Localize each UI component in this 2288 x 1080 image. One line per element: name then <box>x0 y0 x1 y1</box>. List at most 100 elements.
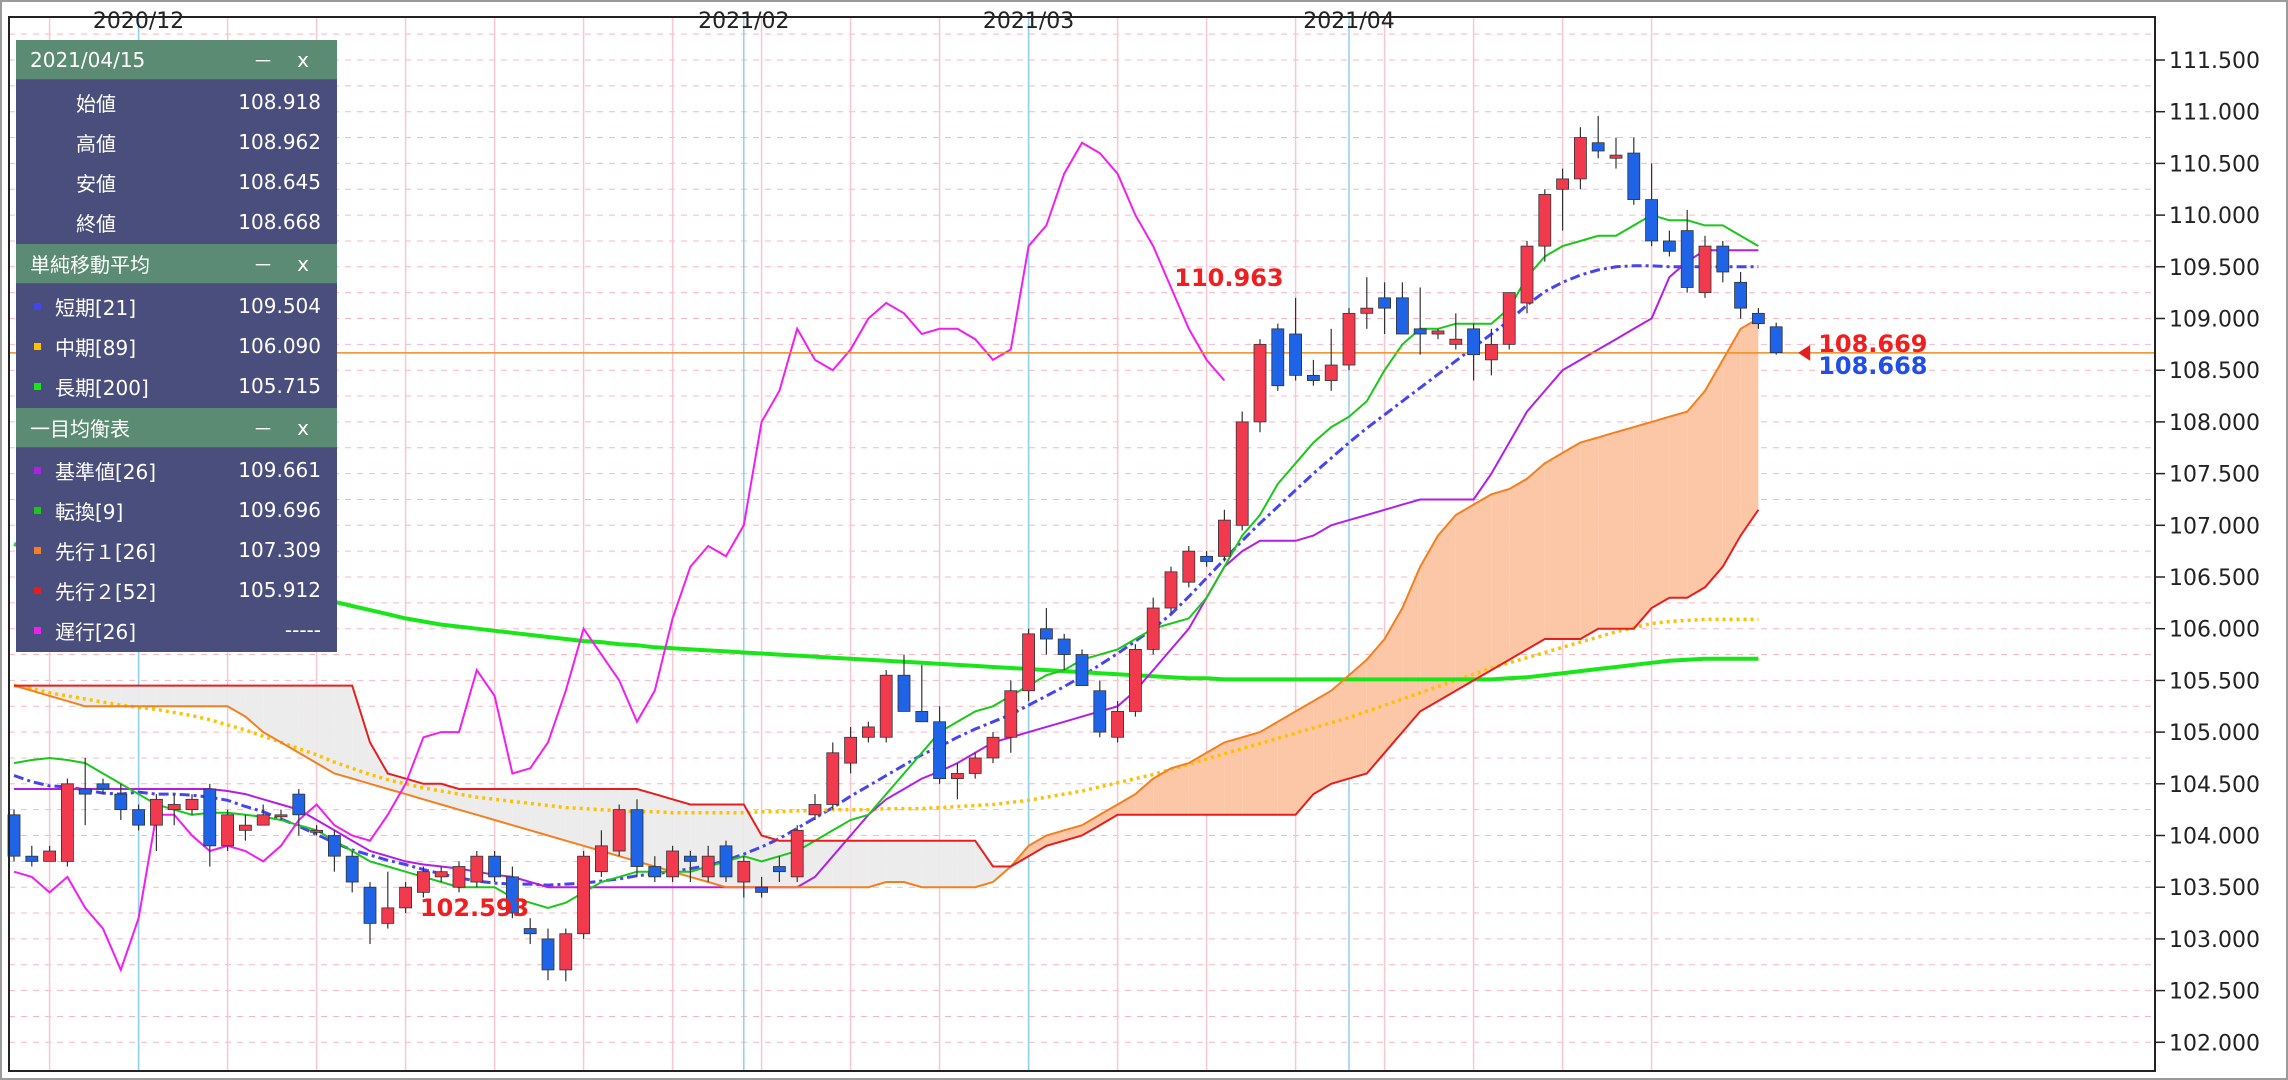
cloud-segment <box>1705 359 1723 588</box>
base-line-value: 109.661 <box>238 458 321 482</box>
cloud-segment <box>120 685 139 707</box>
candle-body <box>826 752 840 805</box>
cloud-segment <box>1687 390 1705 598</box>
candle-body <box>1431 330 1445 335</box>
candle-body <box>1663 240 1676 252</box>
candle-body <box>844 736 857 764</box>
candle-body <box>915 711 929 723</box>
cloud-segment <box>850 840 869 888</box>
plot-area-border <box>8 16 2156 1072</box>
mid-sma-value: 106.090 <box>238 334 321 358</box>
candle-body <box>968 757 982 774</box>
leading-span2-swatch <box>34 586 41 594</box>
ohlc-row-open: 始値 108.918 <box>16 82 337 122</box>
candle-body <box>1324 364 1338 381</box>
candle-body <box>61 783 74 862</box>
close-label: 終値 <box>76 211 116 236</box>
cloud-segment <box>1242 732 1260 815</box>
candle-body <box>773 866 786 873</box>
cloud-segment <box>476 788 495 820</box>
ohlc-minimize-button[interactable]: － <box>253 49 273 73</box>
ichimoku-minimize-button[interactable]: － <box>253 417 273 441</box>
cloud-segment <box>1224 737 1243 815</box>
ichimoku-row-span2: 先行２[52] 105.912 <box>16 570 337 610</box>
candle-body <box>1111 711 1124 738</box>
y-axis-label: 105.500 <box>2169 669 2260 694</box>
cloud-segment <box>227 685 246 717</box>
cloud-segment <box>904 840 922 888</box>
candle-body <box>185 798 199 811</box>
cloud-segment <box>1562 442 1581 640</box>
y-axis-label: 102.500 <box>2169 980 2260 1005</box>
y-axis-label: 103.500 <box>2169 876 2260 901</box>
y-axis-label: 111.000 <box>2169 101 2260 126</box>
cloud-segment <box>957 840 976 888</box>
cloud-segment <box>1509 478 1527 660</box>
cloud-segment <box>1349 659 1367 779</box>
cloud-segment <box>352 685 370 784</box>
y-axis-label: 104.000 <box>2169 825 2260 850</box>
ohlc-row-high: 高値 108.962 <box>16 122 337 162</box>
last-high-label: 108.669 <box>1818 330 1927 358</box>
ohlc-date: 2021/04/15 <box>30 47 146 72</box>
cloud-segment <box>1313 690 1332 795</box>
sma-minimize-button[interactable]: － <box>253 253 273 277</box>
ohlc-close-button[interactable]: x <box>297 47 309 72</box>
candle-body <box>595 845 608 873</box>
cloud-segment <box>138 685 157 707</box>
candle-body <box>1004 690 1018 738</box>
candle-body <box>1449 338 1463 345</box>
candle-body <box>345 855 359 883</box>
candle-body <box>292 793 306 816</box>
cloud-segment <box>975 840 993 888</box>
cloud-segment <box>565 788 584 846</box>
cloud-segment <box>1740 318 1759 536</box>
candle-body <box>737 860 751 883</box>
cloud-segment <box>939 840 958 888</box>
sma-close-button[interactable]: x <box>297 251 309 276</box>
candle-body <box>755 886 768 893</box>
cloud-segment <box>1188 752 1207 815</box>
ichimoku-close-button[interactable]: x <box>297 415 309 440</box>
candle-body <box>399 886 413 909</box>
lagging-span-swatch <box>34 626 41 634</box>
y-axis-label: 109.000 <box>2169 308 2260 333</box>
cloud-segment <box>405 778 424 800</box>
candle-body <box>1609 154 1623 159</box>
y-axis-label: 107.500 <box>2169 463 2260 488</box>
cloud-segment <box>1117 794 1136 815</box>
cloud-segment <box>1438 514 1456 702</box>
candle-body <box>1769 326 1783 354</box>
leading-span1-label: 先行１[26] <box>55 539 157 564</box>
candle-body <box>630 809 644 867</box>
cloud-segment <box>1206 742 1225 815</box>
low-price-label: 102.593 <box>420 894 529 922</box>
open-value: 108.918 <box>238 90 321 114</box>
y-axis-label: 109.500 <box>2169 256 2260 281</box>
candle-body <box>43 850 56 862</box>
candle-body <box>1022 633 1035 692</box>
candle-body <box>1698 245 1712 294</box>
y-axis-label: 102.000 <box>2169 1031 2260 1056</box>
legend-panel: 2021/04/15 － x 始値 108.918 高値 108.962 安値 108… <box>16 40 337 652</box>
cloud-segment <box>512 788 531 831</box>
short-sma-label: 短期[21] <box>55 295 137 320</box>
cloud-segment <box>156 685 175 707</box>
x-axis-month-label: 2021/03 <box>983 9 1074 34</box>
last-close-label: 108.668 <box>1818 352 1927 380</box>
close-value: 108.668 <box>238 210 321 234</box>
long-sma-label: 長期[200] <box>55 375 149 400</box>
short-sma-value: 109.504 <box>238 294 321 318</box>
cloud-segment <box>1651 416 1670 609</box>
sma-header: 単純移動平均 － x <box>16 244 337 284</box>
y-axis-label: 103.000 <box>2169 928 2260 953</box>
cloud-segment <box>1473 494 1492 681</box>
cloud-segment <box>1598 432 1616 629</box>
sma-row-long: 長期[200] 105.715 <box>16 366 337 406</box>
candle-body <box>1591 142 1605 152</box>
candle-body <box>505 876 519 914</box>
cloud-segment <box>281 685 299 753</box>
y-axis-label: 110.500 <box>2169 152 2260 177</box>
